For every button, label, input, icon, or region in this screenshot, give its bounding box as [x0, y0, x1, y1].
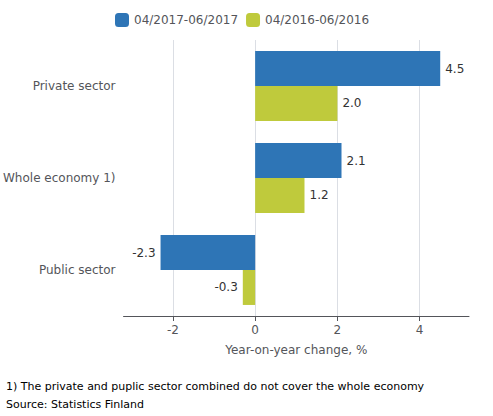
svg-text:-0.3: -0.3 [214, 280, 237, 294]
svg-text:1) The private and puplic sect: 1) The private and puplic sector combine… [6, 380, 425, 393]
svg-text:Source: Statistics Finland: Source: Statistics Finland [6, 398, 144, 411]
svg-text:Private sector: Private sector [33, 79, 116, 93]
svg-text:04/2017-06/2017: 04/2017-06/2017 [134, 13, 238, 27]
svg-text:-2: -2 [167, 323, 179, 337]
svg-text:-2.3: -2.3 [132, 246, 155, 260]
svg-text:Year-on-year change, %: Year-on-year change, % [224, 343, 367, 357]
svg-text:2.1: 2.1 [347, 154, 366, 168]
svg-text:2: 2 [334, 323, 342, 337]
svg-text:0: 0 [251, 323, 259, 337]
svg-text:Public sector: Public sector [39, 263, 116, 277]
svg-text:Whole economy 1): Whole economy 1) [3, 171, 116, 185]
svg-text:1.2: 1.2 [309, 188, 328, 202]
svg-text:4: 4 [416, 323, 424, 337]
svg-text:04/2016-06/2016: 04/2016-06/2016 [265, 13, 369, 27]
svg-text:2.0: 2.0 [342, 96, 361, 110]
svg-text:4.5: 4.5 [445, 62, 464, 76]
